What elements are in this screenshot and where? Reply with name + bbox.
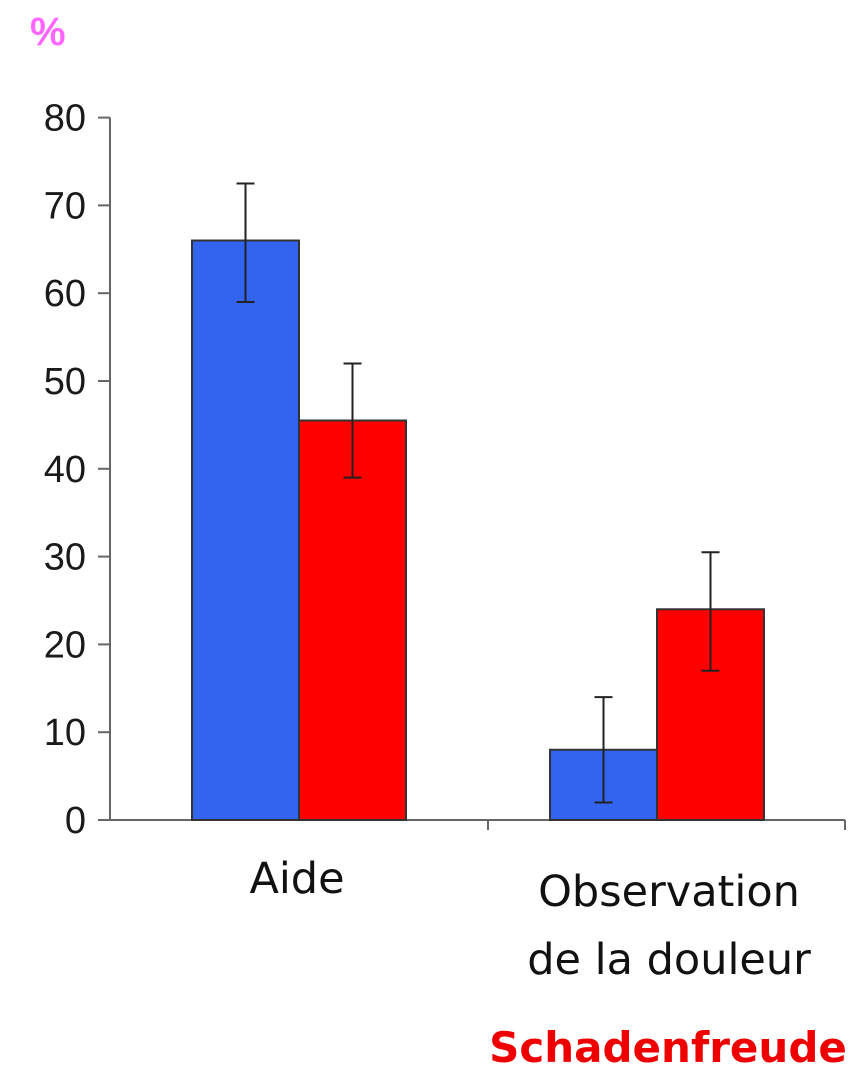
- error-bar: [343, 362, 362, 479]
- error-bar: [594, 696, 613, 804]
- bars: [191, 239, 765, 822]
- category-labels: Aide Observation de la douleur: [249, 854, 811, 985]
- y-tick-label: 80: [44, 98, 86, 140]
- y-tick-label: 70: [44, 185, 86, 227]
- y-axis: 0 10 20 30 40 50 60 70 80: [44, 98, 111, 842]
- category-label-line: Observation: [538, 867, 800, 917]
- error-bar: [236, 182, 255, 303]
- error-bars: [236, 182, 720, 804]
- bar: [191, 239, 300, 821]
- y-tick-label: 0: [65, 800, 86, 842]
- y-tick-label: 20: [44, 624, 86, 666]
- y-tick-label: 10: [44, 712, 86, 754]
- category-label-line: de la douleur: [527, 935, 811, 985]
- y-axis-label: %: [30, 10, 66, 54]
- y-tick-label: 30: [44, 537, 86, 579]
- annotation-label: Schadenfreude: [489, 1023, 847, 1071]
- y-tick-label: 40: [44, 449, 86, 491]
- x-axis: [110, 819, 846, 830]
- error-bar: [701, 551, 720, 672]
- y-tick-label: 50: [44, 361, 86, 403]
- category-label: Aide: [249, 854, 344, 904]
- y-tick-label: 60: [44, 273, 86, 315]
- bar: [298, 419, 407, 821]
- bar: [656, 608, 765, 822]
- category-label-line: Aide: [249, 854, 344, 904]
- category-label: Observation de la douleur: [527, 867, 811, 985]
